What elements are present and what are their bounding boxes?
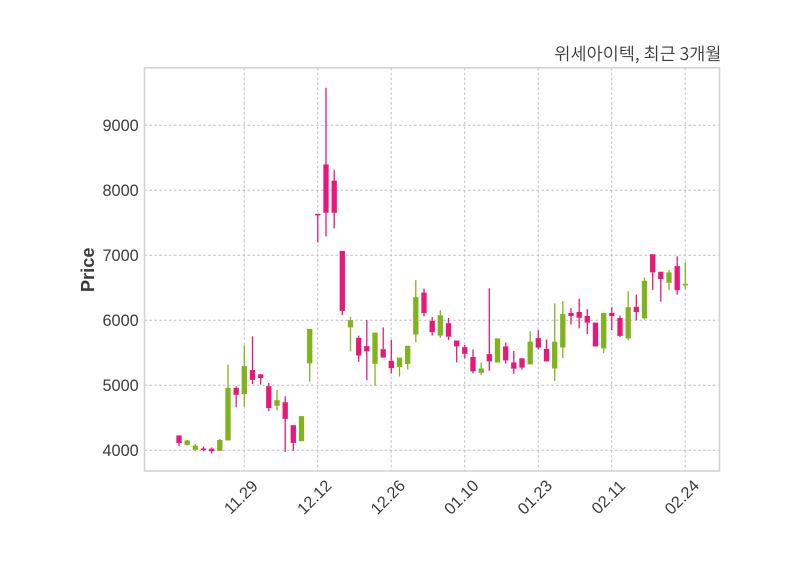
svg-text:Price: Price <box>77 247 98 292</box>
svg-text:5000: 5000 <box>102 377 138 395</box>
svg-text:4000: 4000 <box>102 442 138 460</box>
svg-text:9000: 9000 <box>102 117 138 135</box>
svg-text:6000: 6000 <box>102 312 138 330</box>
svg-text:8000: 8000 <box>102 182 138 200</box>
svg-text:7000: 7000 <box>102 247 138 265</box>
